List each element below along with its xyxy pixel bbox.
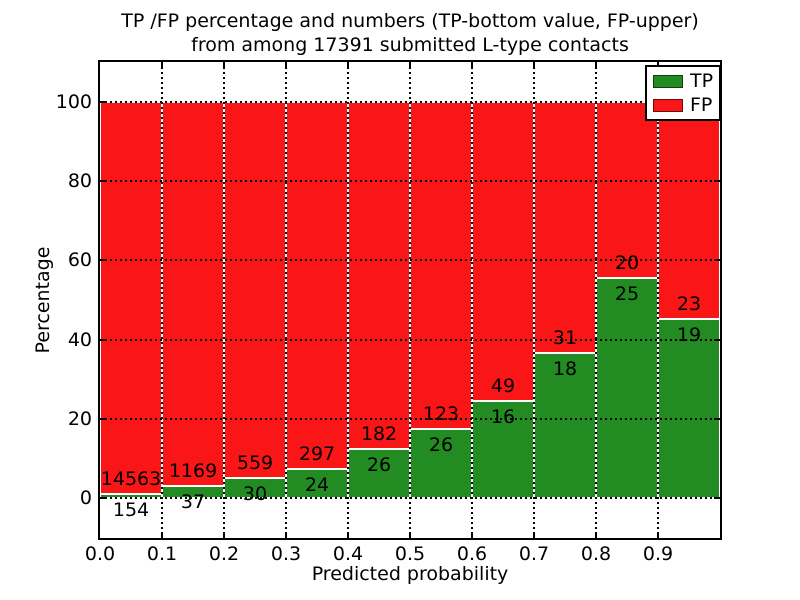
x-tick-top: [595, 62, 597, 68]
legend-item-label: TP: [690, 70, 714, 92]
x-gridline: [285, 62, 287, 538]
tp-count-label: 24: [304, 473, 330, 496]
y-tick-right: [714, 180, 720, 182]
legend-item-tp: TP: [653, 71, 713, 91]
fp-count-label: 31: [552, 326, 578, 349]
fp-count-label: 1169: [168, 460, 218, 483]
x-tick-label: 0.1: [146, 543, 178, 565]
y-tick-right: [714, 338, 720, 341]
x-tick-label: 0.4: [332, 543, 364, 565]
chart-title-line1: TP /FP percentage and numbers (TP-bottom…: [121, 10, 699, 32]
tp-bar-segment: [658, 318, 720, 499]
fp-bar-segment: [348, 101, 410, 449]
y-tick-label: 40: [67, 328, 92, 351]
x-tick-label: 0.9: [642, 543, 674, 565]
fp-bar-segment: [596, 101, 658, 278]
x-tick-bottom: [161, 532, 163, 538]
x-gridline: [347, 62, 349, 538]
y-tick-label: 60: [67, 249, 92, 272]
y-tick-label: 20: [67, 408, 92, 430]
x-tick-bottom: [409, 532, 411, 538]
y-tick-label: 0: [79, 487, 92, 510]
fp-bar-segment: [224, 101, 286, 479]
legend-item-fp: FP: [653, 95, 713, 115]
tp-count-label: 16: [490, 405, 516, 428]
x-gridline: [657, 62, 659, 538]
y-tick-left: [100, 418, 106, 420]
y-tick-right: [714, 259, 720, 262]
tp-count-label: 25: [614, 282, 640, 305]
chart-title-line2: from among 17391 submitted L-type contac…: [191, 34, 629, 56]
tp-count-label: 18: [552, 357, 578, 380]
fp-bar-segment: [286, 101, 348, 469]
x-gridline: [471, 62, 473, 538]
x-tick-label: 0.3: [270, 543, 302, 565]
tp-swatch-icon: [653, 74, 683, 88]
x-tick-label: 0.2: [208, 543, 240, 565]
tp-count-label: 19: [676, 323, 702, 346]
fp-count-label: 559: [236, 452, 274, 475]
fp-count-label: 49: [490, 374, 516, 397]
y-tick-left: [100, 180, 106, 182]
fp-count-label: 297: [298, 442, 336, 465]
x-gridline: [595, 62, 597, 538]
fp-bar-segment: [472, 101, 534, 401]
tp-bar-segment: [348, 448, 410, 499]
fp-count-label: 182: [360, 422, 398, 445]
y-tick-right: [714, 497, 720, 500]
fp-count-label: 23: [676, 292, 702, 315]
x-tick-top: [409, 62, 411, 68]
tp-bar-segment: [472, 400, 534, 499]
fp-bar-segment: [410, 101, 472, 430]
fp-bar-segment: [162, 101, 224, 487]
x-tick-bottom: [595, 532, 597, 538]
y-tick-right: [714, 418, 720, 420]
x-tick-bottom: [657, 532, 659, 538]
x-tick-label: 0.8: [580, 543, 612, 565]
tp-count-label: 154: [112, 499, 150, 522]
chart-title: TP /FP percentage and numbers (TP-bottom…: [20, 9, 800, 57]
x-tick-top: [223, 62, 225, 68]
x-tick-label: 0.7: [518, 543, 550, 565]
y-tick-left: [100, 259, 106, 262]
fp-count-label: 20: [614, 251, 640, 274]
x-axis-label: Predicted probability: [311, 563, 509, 585]
legend-item-label: FP: [690, 94, 713, 116]
x-tick-label: 0.5: [394, 543, 426, 565]
y-axis-label: Percentage: [32, 246, 54, 354]
y-tick-left: [100, 338, 106, 341]
legend: TP FP: [645, 65, 722, 121]
tp-count-label: 26: [366, 453, 392, 476]
x-gridline: [533, 62, 535, 538]
x-tick-top: [471, 62, 473, 68]
plot-area: 14563 154 1169 37 559 30 297 24 182 26 123 26 49 16 31…: [98, 60, 722, 540]
x-tick-top: [347, 62, 349, 68]
x-tick-bottom: [347, 532, 349, 538]
y-tick-left: [100, 497, 106, 500]
fp-count-label: 123: [422, 403, 460, 426]
x-tick-bottom: [285, 532, 287, 538]
x-gridline: [223, 62, 225, 538]
tp-count-label: 30: [242, 483, 268, 506]
x-gridline: [409, 62, 411, 538]
x-tick-top: [533, 62, 535, 68]
y-tick-label: 100: [55, 90, 92, 113]
fp-swatch-icon: [653, 98, 683, 112]
x-tick-top: [161, 62, 163, 68]
tp-count-label: 26: [428, 434, 454, 457]
x-gridline: [161, 62, 163, 538]
fp-bar-segment: [100, 101, 162, 495]
x-tick-label: 0.0: [84, 543, 116, 565]
x-tick-label: 0.6: [456, 543, 488, 565]
y-tick-label: 80: [67, 170, 92, 192]
x-tick-top: [285, 62, 287, 68]
x-tick-bottom: [471, 532, 473, 538]
x-tick-bottom: [223, 532, 225, 538]
y-tick-left: [100, 100, 106, 103]
fp-bar-segment: [534, 101, 596, 353]
x-tick-bottom: [533, 532, 535, 538]
tp-count-label: 37: [180, 491, 206, 514]
fp-count-label: 14563: [100, 468, 162, 491]
